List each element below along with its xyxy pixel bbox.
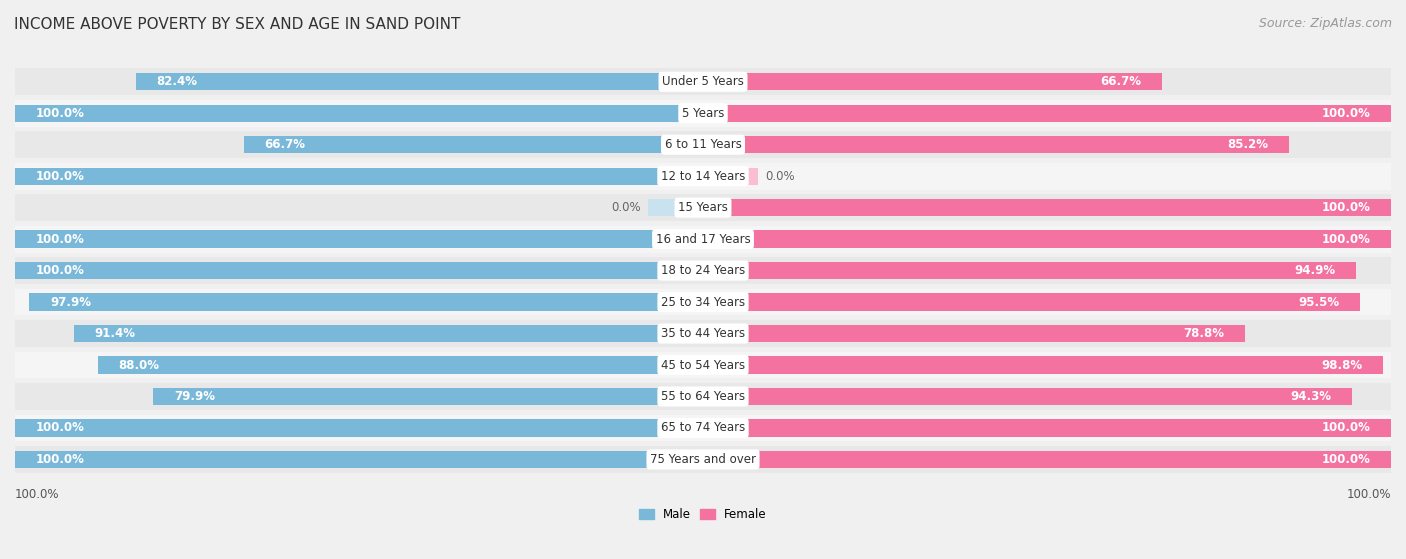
Bar — [15, 262, 703, 280]
Text: 35 to 44 Years: 35 to 44 Years — [661, 327, 745, 340]
Text: 0.0%: 0.0% — [765, 170, 794, 183]
Bar — [703, 388, 1351, 405]
Bar — [15, 257, 1391, 284]
Text: 98.8%: 98.8% — [1322, 358, 1362, 372]
Text: 100.0%: 100.0% — [35, 170, 84, 183]
Bar — [15, 105, 703, 122]
Bar — [703, 419, 1391, 437]
Bar — [648, 199, 703, 216]
Bar — [15, 68, 1391, 95]
Text: 55 to 64 Years: 55 to 64 Years — [661, 390, 745, 403]
Text: 100.0%: 100.0% — [35, 233, 84, 245]
Text: 97.9%: 97.9% — [51, 296, 91, 309]
Text: 66.7%: 66.7% — [1101, 75, 1142, 88]
Bar — [15, 163, 1391, 190]
Bar — [703, 262, 1355, 280]
Text: 15 Years: 15 Years — [678, 201, 728, 214]
Text: 100.0%: 100.0% — [1322, 421, 1371, 434]
Bar — [15, 383, 1391, 410]
Text: 85.2%: 85.2% — [1227, 138, 1268, 151]
Bar — [703, 199, 1391, 216]
Text: INCOME ABOVE POVERTY BY SEX AND AGE IN SAND POINT: INCOME ABOVE POVERTY BY SEX AND AGE IN S… — [14, 17, 460, 32]
Text: 94.9%: 94.9% — [1294, 264, 1336, 277]
Bar — [703, 451, 1391, 468]
Text: 91.4%: 91.4% — [94, 327, 136, 340]
Bar — [15, 446, 1391, 473]
Text: 100.0%: 100.0% — [35, 107, 84, 120]
Bar — [703, 168, 758, 185]
Bar — [15, 226, 1391, 253]
Text: 66.7%: 66.7% — [264, 138, 305, 151]
Bar — [15, 419, 703, 437]
Bar — [30, 293, 703, 311]
Text: 6 to 11 Years: 6 to 11 Years — [665, 138, 741, 151]
Text: 88.0%: 88.0% — [118, 358, 159, 372]
Bar — [15, 100, 1391, 126]
Bar — [703, 136, 1289, 153]
Text: 100.0%: 100.0% — [35, 264, 84, 277]
Text: 100.0%: 100.0% — [1322, 453, 1371, 466]
Text: 45 to 54 Years: 45 to 54 Years — [661, 358, 745, 372]
Bar — [15, 195, 1391, 221]
Text: Source: ZipAtlas.com: Source: ZipAtlas.com — [1258, 17, 1392, 30]
Bar — [97, 357, 703, 373]
Text: 100.0%: 100.0% — [35, 453, 84, 466]
Bar — [15, 131, 1391, 158]
Bar — [15, 415, 1391, 442]
Bar — [153, 388, 703, 405]
Text: 100.0%: 100.0% — [1322, 201, 1371, 214]
Bar — [15, 451, 703, 468]
Text: 100.0%: 100.0% — [15, 488, 59, 501]
Text: 12 to 14 Years: 12 to 14 Years — [661, 170, 745, 183]
Text: 75 Years and over: 75 Years and over — [650, 453, 756, 466]
Text: 100.0%: 100.0% — [35, 421, 84, 434]
Bar — [703, 325, 1246, 342]
Text: 5 Years: 5 Years — [682, 107, 724, 120]
Bar — [15, 230, 703, 248]
Bar — [703, 357, 1382, 373]
Text: 16 and 17 Years: 16 and 17 Years — [655, 233, 751, 245]
Text: 94.3%: 94.3% — [1291, 390, 1331, 403]
Text: 18 to 24 Years: 18 to 24 Years — [661, 264, 745, 277]
Bar — [15, 352, 1391, 378]
Text: 82.4%: 82.4% — [156, 75, 198, 88]
Bar — [15, 288, 1391, 315]
Text: 78.8%: 78.8% — [1184, 327, 1225, 340]
Bar — [703, 73, 1161, 91]
Bar — [15, 320, 1391, 347]
Bar — [15, 168, 703, 185]
Bar — [703, 230, 1391, 248]
Legend: Male, Female: Male, Female — [634, 504, 772, 526]
Text: Under 5 Years: Under 5 Years — [662, 75, 744, 88]
Text: 100.0%: 100.0% — [1347, 488, 1391, 501]
Text: 65 to 74 Years: 65 to 74 Years — [661, 421, 745, 434]
Text: 25 to 34 Years: 25 to 34 Years — [661, 296, 745, 309]
Bar — [703, 293, 1360, 311]
Bar — [75, 325, 703, 342]
Text: 0.0%: 0.0% — [612, 201, 641, 214]
Bar — [136, 73, 703, 91]
Text: 100.0%: 100.0% — [1322, 107, 1371, 120]
Text: 79.9%: 79.9% — [174, 390, 215, 403]
Text: 95.5%: 95.5% — [1298, 296, 1340, 309]
Text: 100.0%: 100.0% — [1322, 233, 1371, 245]
Bar — [703, 105, 1391, 122]
Bar — [245, 136, 703, 153]
